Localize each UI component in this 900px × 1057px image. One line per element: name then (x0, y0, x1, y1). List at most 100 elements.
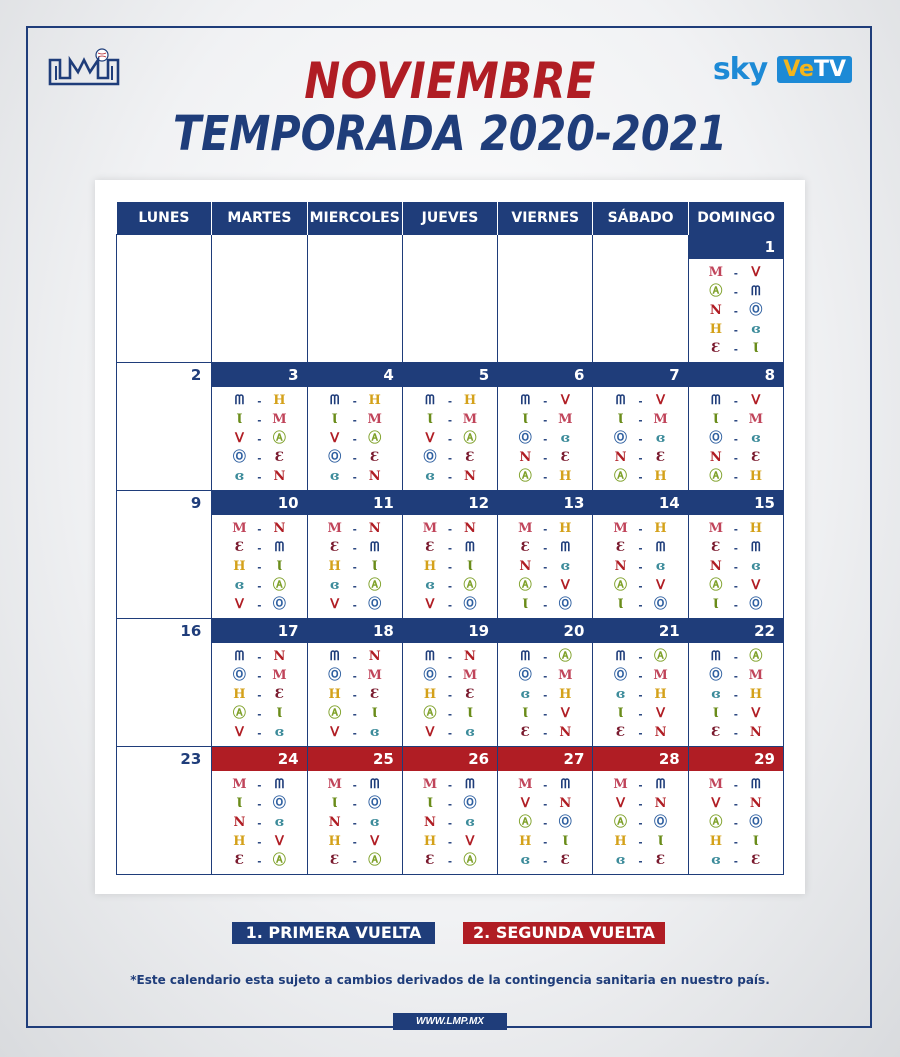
team-logo-icon: Ⅿ (558, 667, 573, 683)
day-number: 12 (402, 491, 498, 515)
team-logo-icon: Ⓐ (558, 648, 572, 664)
weekday-header: DOMINGO (687, 202, 784, 235)
versus-dash: - (447, 668, 452, 683)
team-logo-icon: H (654, 520, 667, 536)
website-link[interactable]: WWW.LMP.MX (393, 1013, 507, 1030)
game-matchup: Ⓐ - Ⓞ (593, 813, 687, 832)
game-matchup: Ⅿ-ᗰ (212, 775, 306, 794)
day-number: 8 (688, 363, 783, 387)
game-matchup: N - Ⓞ (689, 301, 783, 320)
team-logo-icon: ɞ (751, 321, 761, 337)
versus-dash: - (543, 559, 548, 574)
team-logo-icon: Ⓞ (709, 667, 723, 683)
game-matchup: ᗰ-N (403, 647, 497, 666)
game-matchup: ᐯ-N (689, 794, 783, 813)
versus-dash: - (543, 777, 548, 792)
team-logo-icon: Ⓐ (709, 814, 723, 830)
game-matchup: Ⅿ-ᗰ (593, 775, 687, 794)
team-logo-icon: ᗰ (751, 539, 761, 555)
team-logo-icon: N (519, 449, 532, 465)
game-matchup: N-ɞ (498, 557, 592, 576)
versus-dash: - (352, 815, 357, 830)
game-matchup: ᗰ-N (212, 647, 306, 666)
weekday-header: VIERNES (497, 202, 593, 235)
team-logo-icon: ɞ (615, 852, 626, 868)
game-matchup: Ɩ - Ⓞ (498, 595, 592, 614)
versus-dash: - (447, 777, 452, 792)
game-matchup: ᐯ-N (498, 794, 592, 813)
versus-dash: - (733, 796, 738, 811)
versus-dash: - (638, 815, 643, 830)
day-number: 16 (180, 622, 202, 640)
versus-dash: - (543, 393, 548, 408)
game-matchup: H-Ɛ (308, 685, 402, 704)
game-matchup: ᐯ-ɞ (403, 723, 497, 742)
versus-dash: - (733, 706, 738, 721)
day-cell (592, 234, 689, 363)
versus-dash: - (543, 687, 548, 702)
team-logo-icon: ɞ (465, 814, 475, 830)
versus-dash: - (543, 578, 548, 593)
versus-dash: - (733, 578, 738, 593)
team-logo-icon: Ⓐ (709, 283, 723, 299)
team-logo-icon: Ⓞ (749, 596, 763, 612)
team-logo-icon: N (368, 520, 381, 536)
team-logo-icon: Ɛ (655, 449, 666, 465)
team-logo-icon: Ⓞ (423, 449, 437, 465)
day-cell: 16 (115, 618, 213, 747)
team-logo-icon: Ⓐ (368, 852, 382, 868)
team-logo-icon: Ⓞ (614, 667, 628, 683)
team-logo-icon: Ɩ (617, 705, 624, 721)
game-matchup: ɞ-N (308, 467, 402, 486)
team-logo-icon: H (559, 686, 572, 702)
game-matchup: Ɛ - Ⓐ (403, 851, 497, 870)
game-matchup: ɞ-Ɛ (689, 851, 783, 870)
team-logo-icon: Ⓐ (518, 468, 532, 484)
game-matchup: ɞ-N (212, 467, 306, 486)
team-logo-icon: Ⅿ (748, 411, 764, 427)
team-logo-icon: ɞ (465, 724, 475, 740)
team-logo-icon: ᐯ (274, 833, 284, 849)
versus-dash: - (543, 469, 548, 484)
team-logo-icon: ᐯ (425, 430, 435, 446)
game-list: Ⅿ - ᗰ Ɩ - Ⓞ N - ɞ H - ᐯ Ɛ - Ⓐ (308, 771, 402, 870)
team-logo-icon: Ⅿ (653, 667, 668, 683)
game-matchup: H-Ɩ (498, 832, 592, 851)
versus-dash: - (638, 725, 643, 740)
game-matchup: ᗰ-H (403, 391, 497, 410)
versus-dash: - (733, 469, 738, 484)
game-matchup: ɞ-Ɛ (593, 851, 687, 870)
team-logo-icon: Ɛ (465, 449, 475, 465)
game-matchup: ɞ-Ɛ (498, 851, 592, 870)
team-logo-icon: Ⓐ (614, 468, 628, 484)
team-logo-icon: ɞ (520, 852, 530, 868)
game-matchup: Ⓐ - H (498, 467, 592, 486)
team-logo-icon: H (654, 686, 667, 702)
team-logo-icon: N (749, 795, 762, 811)
game-matchup: Ⓞ - Ⅿ (689, 666, 783, 685)
team-logo-icon: H (749, 686, 762, 702)
team-logo-icon: Ⅿ (653, 411, 668, 427)
team-logo-icon: Ɛ (465, 686, 475, 702)
team-logo-icon: N (709, 449, 722, 465)
team-logo-icon: N (464, 520, 476, 536)
versus-dash: - (257, 393, 262, 408)
game-matchup: ᐯ - Ⓐ (403, 429, 497, 448)
day-cell (306, 234, 403, 363)
versus-dash: - (352, 450, 357, 465)
team-logo-icon: H (328, 833, 341, 849)
team-logo-icon: ᐯ (560, 392, 570, 408)
versus-dash: - (543, 540, 548, 555)
team-logo-icon: N (654, 795, 667, 811)
game-matchup: Ɩ-Ⅿ (689, 410, 783, 429)
versus-dash: - (257, 540, 262, 555)
team-logo-icon: Ⅿ (272, 667, 287, 683)
team-logo-icon: Ɩ (371, 705, 378, 721)
day-cell: 23 (115, 746, 213, 875)
game-list: ᗰ - ᐯ Ɩ - Ⅿ Ⓞ - ɞ N - Ɛ Ⓐ - H (593, 387, 687, 486)
team-logo-icon: Ɩ (712, 705, 719, 721)
day-cell: 17 ᗰ - N Ⓞ - Ⅿ H - Ɛ Ⓐ - Ɩ ᐯ - ɞ (211, 618, 308, 747)
